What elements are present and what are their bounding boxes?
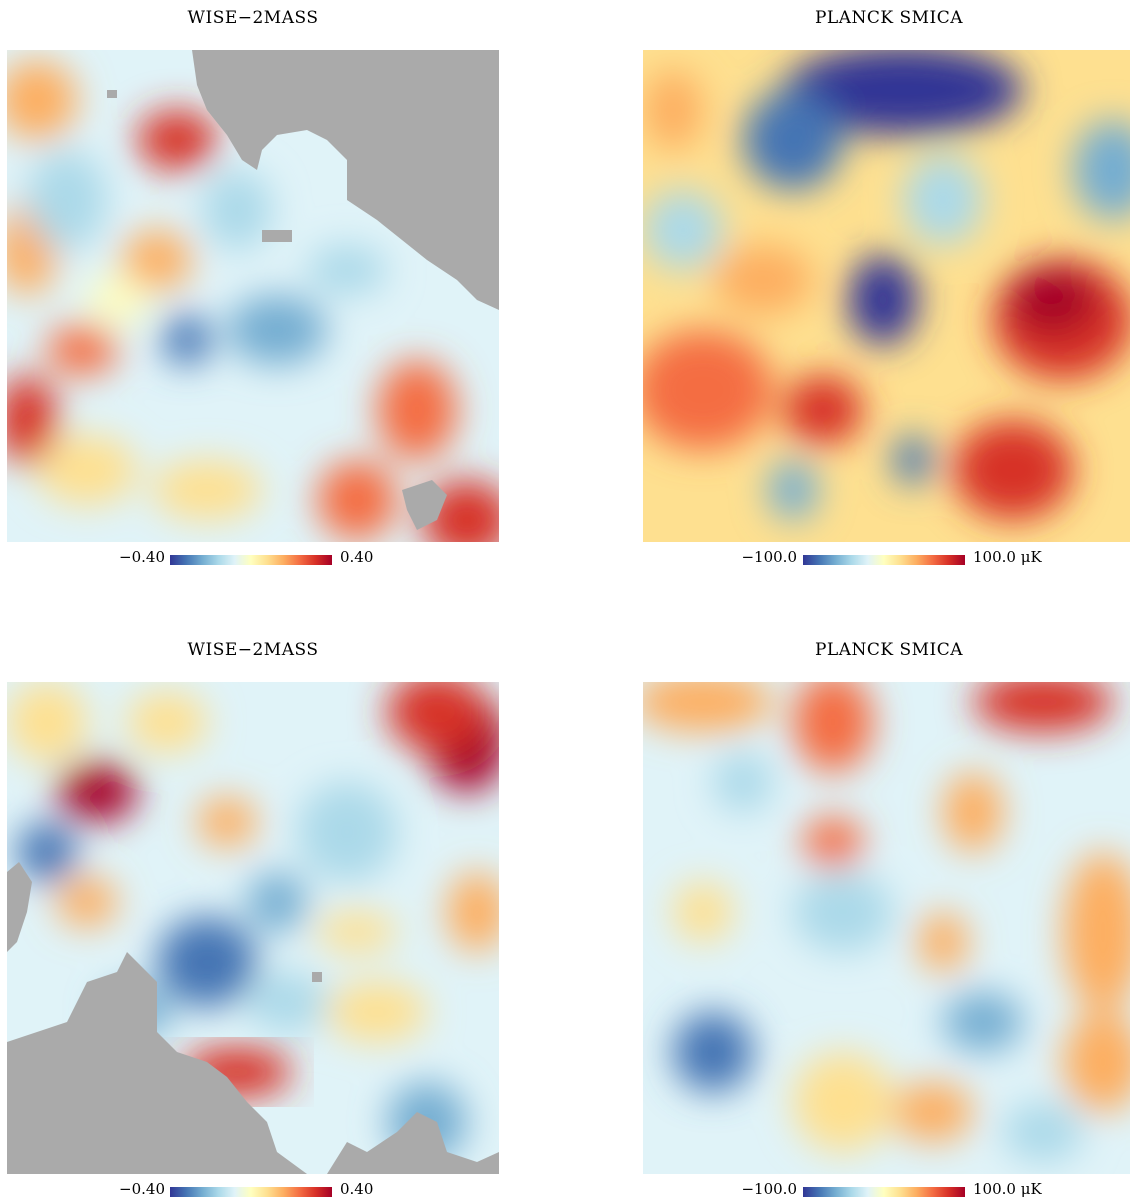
panel-title: WISE−2MASS [187,640,319,660]
sky-map-planck-smica [643,682,1130,1174]
colorbar-max-label: 100.0 μK [973,548,1042,566]
panel-title: WISE−2MASS [187,8,319,28]
panel-title: PLANCK SMICA [814,640,964,660]
colorbar-min-label: −100.0 [741,548,797,566]
colorbar-max-label: 100.0 μK [973,1180,1042,1198]
colorbar-gradient [803,1187,965,1197]
colorbar-max-label: 0.40 [340,548,374,566]
colorbar: −0.40 0.40 [7,1178,499,1204]
colorbar-min-label: −100.0 [741,1180,797,1198]
colorbar-min-label: −0.40 [119,1180,165,1198]
panel-title: PLANCK SMICA [814,8,964,28]
sky-map-wise-2mass [7,682,499,1174]
colorbar: −100.0 100.0 μK [643,1178,1130,1204]
colorbar-max-label: 0.40 [340,1180,374,1198]
colorbar-gradient [170,1187,332,1197]
colorbar-gradient [803,555,965,565]
sky-map-wise-2mass [7,50,499,542]
colorbar-min-label: −0.40 [119,548,165,566]
colorbar: −100.0 100.0 μK [643,546,1130,572]
colorbar-gradient [170,555,332,565]
colorbar: −0.40 0.40 [7,546,499,572]
sky-map-planck-smica [643,50,1130,542]
